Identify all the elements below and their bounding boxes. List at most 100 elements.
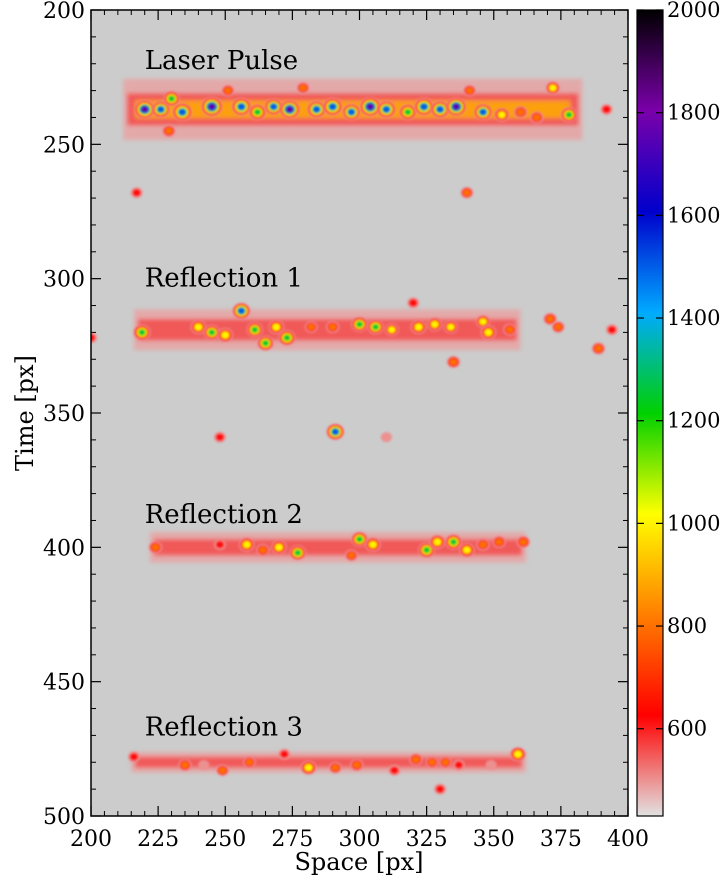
annotation-0: Laser Pulse bbox=[145, 46, 298, 76]
spot-11 bbox=[296, 82, 310, 94]
spot-73 bbox=[459, 542, 475, 558]
spot-14 bbox=[342, 103, 361, 121]
spot-44 bbox=[384, 323, 399, 337]
y-tick-label: 300 bbox=[43, 268, 85, 293]
spot-35 bbox=[232, 302, 251, 320]
spot-58 bbox=[326, 423, 345, 440]
spot-68 bbox=[365, 537, 381, 552]
spot-88 bbox=[425, 756, 439, 769]
spot-12 bbox=[307, 100, 326, 118]
spot-48 bbox=[446, 355, 461, 369]
spot-81 bbox=[243, 756, 256, 769]
spot-74 bbox=[476, 538, 490, 551]
spot-93 bbox=[510, 747, 526, 762]
spot-57 bbox=[605, 324, 618, 336]
spot-2 bbox=[163, 91, 180, 107]
y-axis: 200 250 300 350 400 450 500 bbox=[43, 0, 628, 830]
spot-13 bbox=[322, 97, 343, 116]
spot-89 bbox=[439, 756, 452, 769]
x-tick-label: 250 bbox=[204, 827, 246, 852]
spot-66 bbox=[289, 545, 306, 561]
spot-77 bbox=[127, 751, 140, 763]
spot-22 bbox=[474, 103, 492, 121]
colorbar-tick-label: 1400 bbox=[667, 306, 720, 330]
spot-47 bbox=[443, 320, 458, 334]
spot-33 bbox=[203, 324, 221, 340]
spot-29 bbox=[130, 187, 143, 199]
spot-55 bbox=[91, 332, 97, 344]
spot-69 bbox=[345, 549, 358, 562]
y-axis-label: Time [px] bbox=[11, 355, 39, 471]
spot-15 bbox=[359, 97, 381, 117]
x-axis-label: Space [px] bbox=[294, 848, 423, 876]
spot-1 bbox=[151, 101, 170, 118]
spot-86 bbox=[388, 764, 401, 776]
spot-32 bbox=[190, 319, 207, 335]
spot-62 bbox=[213, 539, 226, 551]
spot-7 bbox=[231, 97, 252, 116]
spot-31 bbox=[133, 324, 151, 341]
spot-37 bbox=[257, 335, 274, 351]
annotations: Laser Pulse Reflection 1 Reflection 2 Refle… bbox=[145, 46, 303, 742]
spot-18 bbox=[414, 97, 434, 116]
spot-0 bbox=[134, 100, 155, 119]
spot-92 bbox=[485, 759, 497, 771]
spot-56 bbox=[407, 297, 420, 309]
colorbar-tick-label: 1800 bbox=[667, 101, 720, 125]
spot-24 bbox=[513, 105, 528, 119]
spot-10 bbox=[279, 100, 300, 119]
spot-43 bbox=[367, 319, 384, 335]
x-tick-label: 300 bbox=[339, 827, 381, 852]
spot-6 bbox=[221, 84, 235, 97]
spot-83 bbox=[300, 760, 317, 775]
spot-46 bbox=[427, 317, 443, 332]
spot-45 bbox=[410, 319, 427, 335]
spot-90 bbox=[452, 759, 465, 771]
spot-65 bbox=[271, 540, 287, 555]
plot-area bbox=[91, 10, 628, 816]
heat-layer bbox=[91, 78, 618, 795]
spot-60 bbox=[380, 432, 392, 443]
spot-75 bbox=[492, 535, 506, 549]
spot-51 bbox=[503, 323, 517, 336]
spot-9 bbox=[264, 98, 283, 115]
spot-4 bbox=[162, 124, 176, 138]
spot-30 bbox=[460, 186, 474, 199]
x-axis: 200 225 250 275 300 325 350 375 400 bbox=[70, 10, 649, 852]
colorbar-tick-label: 600 bbox=[667, 717, 707, 741]
spot-28 bbox=[600, 103, 613, 115]
x-tick-label: 200 bbox=[70, 827, 112, 852]
colorbar-tick-label: 800 bbox=[667, 614, 707, 638]
spot-3 bbox=[172, 103, 193, 121]
spot-34 bbox=[217, 327, 234, 343]
x-tick-label: 400 bbox=[607, 827, 649, 852]
colorbar bbox=[636, 9, 664, 817]
spot-49 bbox=[475, 315, 491, 329]
spot-78 bbox=[178, 758, 192, 772]
spot-59 bbox=[213, 431, 226, 443]
spot-38 bbox=[268, 319, 285, 335]
spot-80 bbox=[216, 764, 229, 777]
x-tick-label: 350 bbox=[473, 827, 515, 852]
y-tick-label: 500 bbox=[43, 805, 85, 830]
y-tick-label: 400 bbox=[43, 536, 85, 561]
x-tick-label: 275 bbox=[271, 827, 313, 852]
spot-82 bbox=[278, 748, 291, 760]
y-tick-label: 350 bbox=[43, 402, 85, 427]
annotation-1: Reflection 1 bbox=[145, 264, 303, 294]
spot-54 bbox=[591, 342, 606, 355]
spot-16 bbox=[376, 100, 396, 118]
spot-25 bbox=[529, 111, 544, 124]
spot-91 bbox=[434, 783, 447, 795]
spot-23 bbox=[494, 107, 510, 122]
spot-40 bbox=[304, 321, 318, 333]
spot-42 bbox=[351, 316, 368, 332]
spot-19 bbox=[430, 100, 450, 118]
spot-41 bbox=[325, 320, 340, 334]
colorbar-tick-label: 1600 bbox=[667, 203, 720, 227]
spot-26 bbox=[545, 81, 560, 95]
y-tick-label: 450 bbox=[43, 671, 85, 696]
spot-71 bbox=[429, 534, 446, 550]
spot-21 bbox=[463, 84, 476, 97]
